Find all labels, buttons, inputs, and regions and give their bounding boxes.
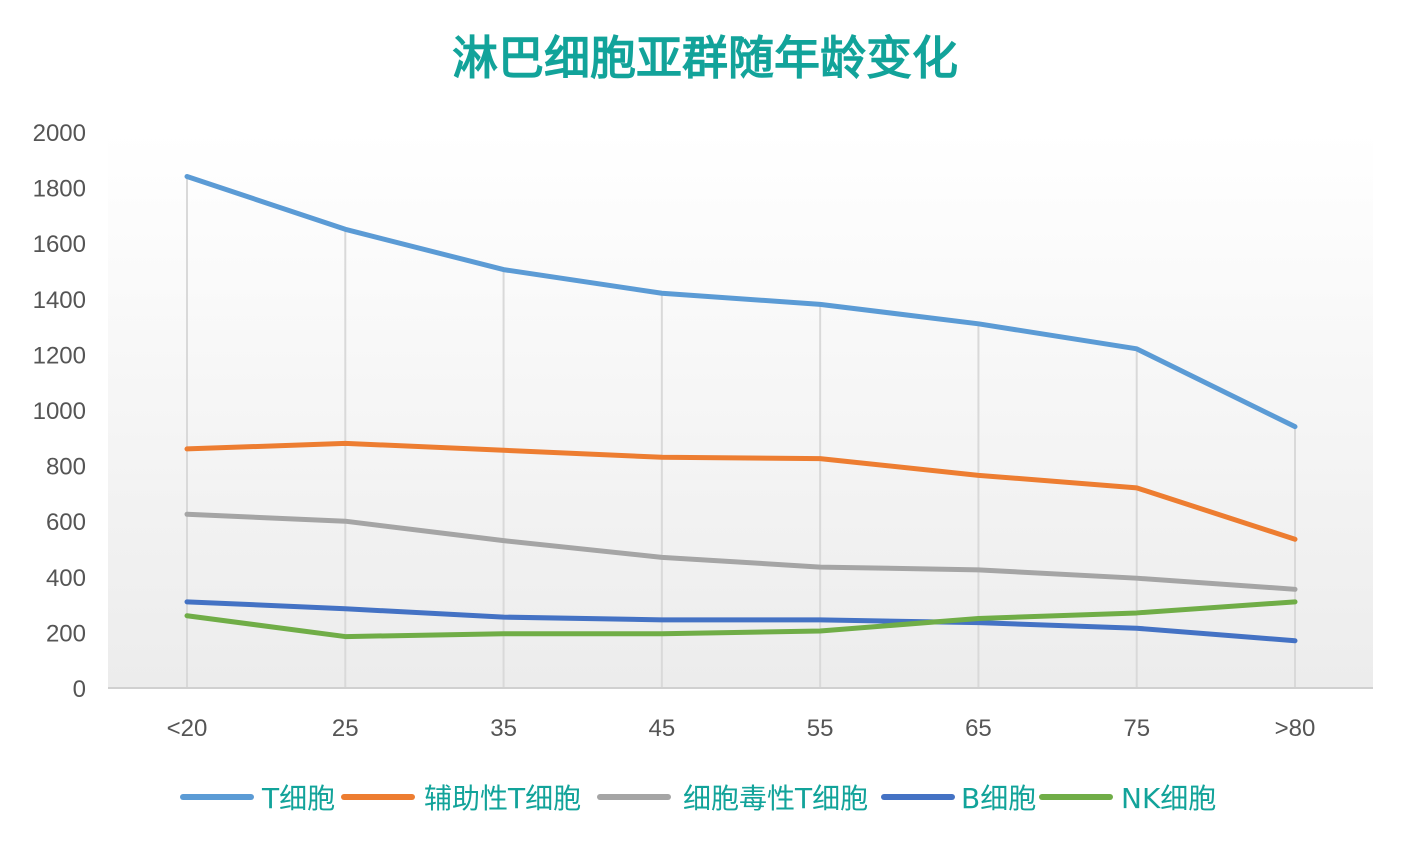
series-line-2 xyxy=(184,511,1298,592)
y-tick-label: 2000 xyxy=(33,120,86,147)
series-line-0 xyxy=(184,173,1298,430)
y-tick-label: 600 xyxy=(46,509,86,536)
x-tick-label: 65 xyxy=(965,715,992,742)
plot-area xyxy=(108,132,1373,688)
x-tick-label: 35 xyxy=(490,715,517,742)
x-tick-label: 75 xyxy=(1123,715,1150,742)
x-tick-label: >80 xyxy=(1275,715,1316,742)
legend-label: T细胞 xyxy=(261,782,335,815)
x-tick-label: <20 xyxy=(167,715,208,742)
y-tick-label: 800 xyxy=(46,454,86,481)
y-tick-label: 0 xyxy=(73,676,86,703)
x-tick-label: 45 xyxy=(649,715,676,742)
y-tick-label: 1600 xyxy=(33,231,86,258)
y-tick-label: 400 xyxy=(46,565,86,592)
series-line-4 xyxy=(184,599,1298,640)
legend-label: B细胞 xyxy=(961,782,1036,815)
series-line-3 xyxy=(184,599,1298,644)
grid-lines xyxy=(186,176,1296,688)
series-lines xyxy=(184,173,1298,644)
x-tick-label: 55 xyxy=(807,715,834,742)
y-tick-label: 1200 xyxy=(33,342,86,369)
y-tick-label: 1800 xyxy=(33,176,86,203)
y-tick-label: 1000 xyxy=(33,398,86,425)
legend: T细胞 辅助性T细胞 细胞毒性T细胞 B细胞 NK细胞 xyxy=(180,782,1216,815)
legend-label: NK细胞 xyxy=(1121,782,1216,815)
x-axis-ticks: <20 25 35 45 55 65 75 >80 xyxy=(167,715,1316,742)
y-axis-ticks: 0 200 400 600 800 1000 1200 1400 1600 1800 2000 xyxy=(33,120,86,703)
legend-label: 辅助性T细胞 xyxy=(424,782,581,815)
chart-title: 淋巴细胞亚群随年龄变化 xyxy=(452,31,958,85)
x-tick-label: 25 xyxy=(332,715,359,742)
series-line-1 xyxy=(184,440,1298,542)
y-tick-label: 200 xyxy=(46,620,86,647)
y-tick-label: 1400 xyxy=(33,287,86,314)
legend-label: 细胞毒性T细胞 xyxy=(683,782,868,815)
